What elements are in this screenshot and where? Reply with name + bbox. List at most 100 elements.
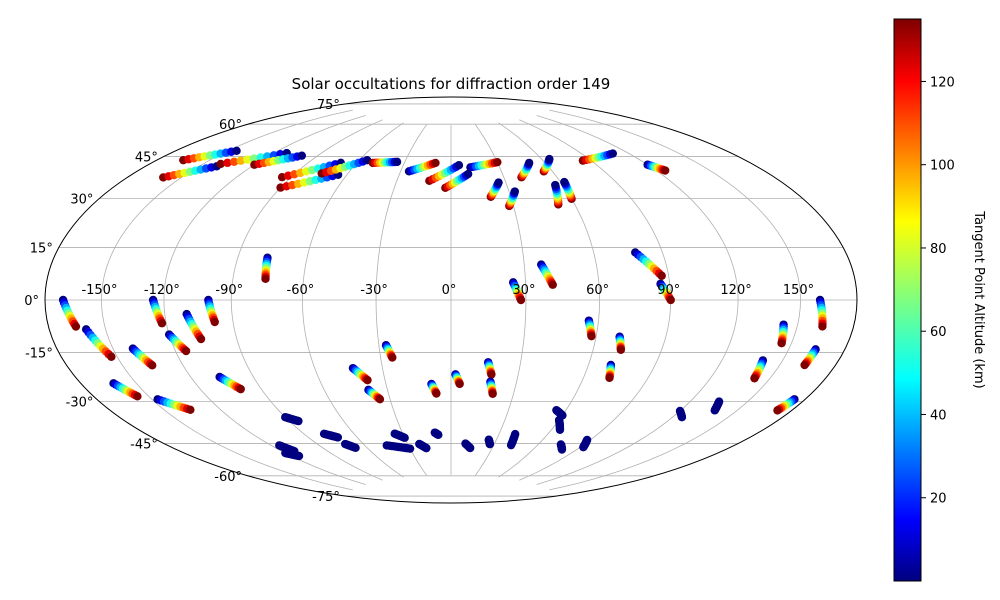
occultation-track xyxy=(382,441,415,453)
occultation-track xyxy=(578,149,618,165)
occultation-track xyxy=(554,415,565,434)
occultation-point xyxy=(660,166,670,175)
lat-tick-label: 45° xyxy=(135,150,158,165)
occultation-track xyxy=(390,429,409,443)
occultation-point xyxy=(229,157,239,166)
occultation-point xyxy=(392,157,402,167)
occultation-track xyxy=(368,157,402,168)
occultation-track xyxy=(750,356,768,383)
occultation-point xyxy=(375,394,385,404)
lat-tick-label: -15° xyxy=(25,347,53,362)
lat-tick-label: -75° xyxy=(312,490,340,505)
occultation-points xyxy=(58,146,827,461)
occultation-point xyxy=(560,177,569,187)
lat-tick-label: 15° xyxy=(30,241,53,256)
occultation-track xyxy=(556,440,567,454)
occultation-point xyxy=(297,151,307,160)
colorbar-tick-label: 120 xyxy=(930,75,955,90)
occultation-point xyxy=(157,319,167,328)
occultation-point xyxy=(657,271,666,280)
lat-tick-label: 75° xyxy=(317,98,340,113)
colorbar-tick-label: 60 xyxy=(930,325,947,340)
lon-tick-label: -60° xyxy=(287,283,315,298)
occultation-point xyxy=(516,295,526,305)
occultation-track xyxy=(148,295,167,328)
occultation-track xyxy=(341,439,360,453)
occultation-point xyxy=(555,425,565,434)
occultation-track xyxy=(215,372,245,394)
occultation-track xyxy=(815,295,827,331)
occultation-track xyxy=(506,429,520,450)
occultation-point xyxy=(800,360,809,370)
occultation-track xyxy=(319,429,343,442)
lat-tick-label: 30° xyxy=(70,193,93,208)
colorbar-tick-label: 20 xyxy=(930,492,947,507)
map-tick-labels: -150° -120° -90° -60° -30° 0° 30° 60° 90° 120° 150… xyxy=(24,98,814,505)
occultation-point xyxy=(548,280,557,289)
occultation-point xyxy=(605,373,614,383)
colorbar-tick-label: 80 xyxy=(930,242,947,257)
occultation-point xyxy=(551,180,560,190)
occultation-track xyxy=(615,332,626,354)
occultation-track xyxy=(508,278,526,305)
occultation-track xyxy=(261,253,272,284)
chart-title: Solar occultations for diffraction order… xyxy=(292,75,611,93)
occultation-point xyxy=(485,440,495,449)
occultation-point xyxy=(181,346,191,356)
colorbar-tick-label: 100 xyxy=(930,159,955,174)
occultation-track xyxy=(425,161,464,186)
occultation-track xyxy=(441,169,473,193)
occultation-track xyxy=(517,158,534,182)
occultation-track xyxy=(159,162,221,182)
occultation-point xyxy=(750,374,759,383)
lon-tick-label: 90° xyxy=(657,283,680,298)
lon-tick-label: 120° xyxy=(720,283,751,298)
occultation-track xyxy=(560,177,576,204)
occultation-track xyxy=(461,439,475,453)
occultation-track xyxy=(773,395,799,415)
colorbar-ticks: 20 40 60 80 100 120 xyxy=(921,75,955,507)
lon-tick-label: -120° xyxy=(144,283,180,298)
occultation-track xyxy=(486,178,503,201)
occultation-track xyxy=(204,295,219,327)
occultation-point xyxy=(243,155,252,164)
occultation-track xyxy=(348,363,372,385)
occultation-track xyxy=(451,370,464,389)
occultation-point xyxy=(463,169,473,179)
occultation-track xyxy=(505,187,520,211)
occultation-track xyxy=(275,441,299,456)
occultation-point xyxy=(148,361,157,370)
occultation-point xyxy=(545,154,554,164)
occultation-point xyxy=(388,353,397,362)
lon-tick-label: -150° xyxy=(81,283,117,298)
occultation-track xyxy=(381,341,397,362)
map-boundary xyxy=(44,96,858,504)
occultation-point xyxy=(261,274,270,284)
colorbar-label: Tangent Point Altitude (km) xyxy=(971,210,986,388)
occultation-track xyxy=(153,395,195,415)
colorbar-gradient xyxy=(893,18,922,582)
occultation-track xyxy=(179,146,241,165)
lat-tick-label: -30° xyxy=(66,396,94,411)
occultation-track xyxy=(466,157,502,172)
occultation-point xyxy=(677,413,687,422)
occultation-track xyxy=(537,260,557,289)
occultation-point xyxy=(431,158,440,168)
occultation-track xyxy=(404,158,440,176)
occultation-track xyxy=(483,358,496,379)
occultation-point xyxy=(400,433,409,443)
occultation-point xyxy=(294,416,303,426)
lat-tick-label: 60° xyxy=(219,118,242,133)
occultation-point xyxy=(818,322,827,331)
lon-tick-label: 60° xyxy=(586,283,609,298)
occultation-point xyxy=(587,331,596,341)
occultation-track xyxy=(164,330,191,356)
occultation-point xyxy=(510,187,520,196)
occultation-point xyxy=(434,430,443,440)
occultation-point xyxy=(232,146,241,156)
occultation-track xyxy=(276,170,343,192)
occultation-point xyxy=(432,389,441,398)
occultation-point xyxy=(454,161,464,170)
occultation-point xyxy=(196,334,206,344)
